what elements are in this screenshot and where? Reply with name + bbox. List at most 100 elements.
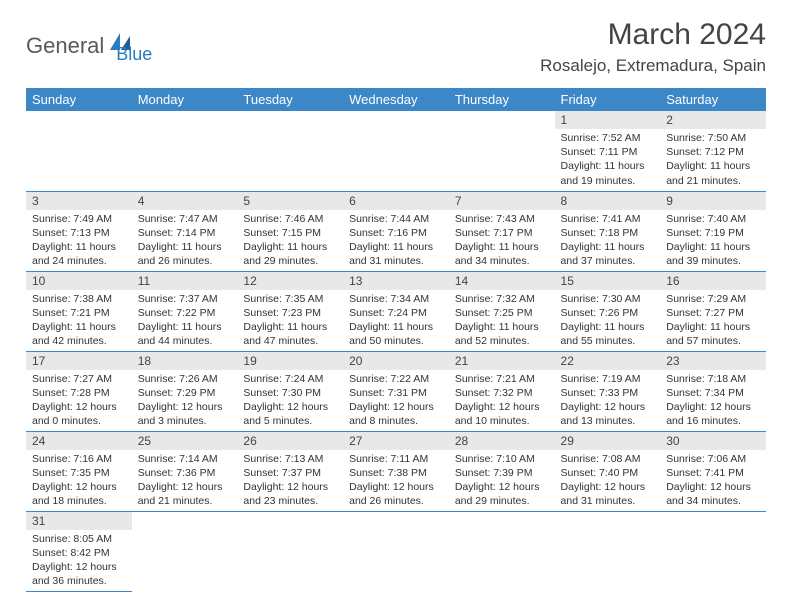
day-detail-line: Sunset: 7:21 PM: [32, 306, 126, 320]
weekday-header: Saturday: [660, 88, 766, 111]
day-detail-line: and 24 minutes.: [32, 254, 126, 268]
calendar-day-cell: [237, 111, 343, 191]
day-number: 29: [555, 432, 661, 450]
calendar-day-cell: 10Sunrise: 7:38 AMSunset: 7:21 PMDayligh…: [26, 271, 132, 351]
day-detail-line: and 26 minutes.: [349, 494, 443, 508]
calendar-day-cell: [237, 511, 343, 591]
day-detail-line: Sunset: 7:30 PM: [243, 386, 337, 400]
calendar-day-cell: 12Sunrise: 7:35 AMSunset: 7:23 PMDayligh…: [237, 271, 343, 351]
day-detail-line: Sunset: 7:18 PM: [561, 226, 655, 240]
day-number: 3: [26, 192, 132, 210]
day-detail-line: Sunrise: 7:43 AM: [455, 212, 549, 226]
day-number: 27: [343, 432, 449, 450]
day-detail-line: Sunrise: 7:16 AM: [32, 452, 126, 466]
day-number: 10: [26, 272, 132, 290]
calendar-body: 1Sunrise: 7:52 AMSunset: 7:11 PMDaylight…: [26, 111, 766, 591]
day-detail-line: Sunset: 7:11 PM: [561, 145, 655, 159]
day-detail-line: Sunset: 7:15 PM: [243, 226, 337, 240]
day-detail-line: Sunrise: 7:52 AM: [561, 131, 655, 145]
day-details: Sunrise: 7:24 AMSunset: 7:30 PMDaylight:…: [237, 370, 343, 431]
weekday-header: Monday: [132, 88, 238, 111]
day-detail-line: and 19 minutes.: [561, 174, 655, 188]
day-detail-line: Sunset: 7:23 PM: [243, 306, 337, 320]
day-detail-line: Daylight: 12 hours: [349, 400, 443, 414]
day-number: 23: [660, 352, 766, 370]
day-detail-line: Sunset: 7:24 PM: [349, 306, 443, 320]
day-detail-line: and 5 minutes.: [243, 414, 337, 428]
calendar-day-cell: 14Sunrise: 7:32 AMSunset: 7:25 PMDayligh…: [449, 271, 555, 351]
location: Rosalejo, Extremadura, Spain: [540, 56, 766, 76]
day-detail-line: and 39 minutes.: [666, 254, 760, 268]
calendar-day-cell: 22Sunrise: 7:19 AMSunset: 7:33 PMDayligh…: [555, 351, 661, 431]
day-details: Sunrise: 7:52 AMSunset: 7:11 PMDaylight:…: [555, 129, 661, 190]
day-detail-line: and 50 minutes.: [349, 334, 443, 348]
calendar-day-cell: 8 Sunrise: 7:41 AMSunset: 7:18 PMDaylight…: [555, 191, 661, 271]
day-detail-line: and 18 minutes.: [32, 494, 126, 508]
day-detail-line: Sunset: 7:38 PM: [349, 466, 443, 480]
day-detail-line: and 8 minutes.: [349, 414, 443, 428]
day-detail-line: Sunset: 7:41 PM: [666, 466, 760, 480]
day-detail-line: Sunrise: 7:34 AM: [349, 292, 443, 306]
day-detail-line: Daylight: 11 hours: [666, 320, 760, 334]
day-detail-line: and 13 minutes.: [561, 414, 655, 428]
day-detail-line: Sunset: 7:19 PM: [666, 226, 760, 240]
day-number: 2: [660, 111, 766, 129]
calendar-day-cell: [26, 111, 132, 191]
day-details: Sunrise: 7:49 AMSunset: 7:13 PMDaylight:…: [26, 210, 132, 271]
day-detail-line: and 23 minutes.: [243, 494, 337, 508]
day-details: Sunrise: 7:34 AMSunset: 7:24 PMDaylight:…: [343, 290, 449, 351]
day-detail-line: Sunset: 7:40 PM: [561, 466, 655, 480]
day-detail-line: Sunset: 7:12 PM: [666, 145, 760, 159]
day-detail-line: and 29 minutes.: [455, 494, 549, 508]
day-detail-line: Daylight: 12 hours: [138, 400, 232, 414]
day-detail-line: Daylight: 11 hours: [32, 240, 126, 254]
day-detail-line: Daylight: 12 hours: [138, 480, 232, 494]
weekday-header-row: SundayMondayTuesdayWednesdayThursdayFrid…: [26, 88, 766, 111]
calendar-week-row: 3Sunrise: 7:49 AMSunset: 7:13 PMDaylight…: [26, 191, 766, 271]
day-detail-line: Daylight: 11 hours: [138, 320, 232, 334]
calendar-table: SundayMondayTuesdayWednesdayThursdayFrid…: [26, 88, 766, 592]
day-detail-line: and 52 minutes.: [455, 334, 549, 348]
day-detail-line: Sunrise: 7:41 AM: [561, 212, 655, 226]
logo-text-blue: Blue: [116, 44, 152, 65]
calendar-day-cell: 30Sunrise: 7:06 AMSunset: 7:41 PMDayligh…: [660, 431, 766, 511]
day-detail-line: Sunset: 7:37 PM: [243, 466, 337, 480]
day-detail-line: and 37 minutes.: [561, 254, 655, 268]
day-detail-line: Sunrise: 7:35 AM: [243, 292, 337, 306]
calendar-day-cell: 25Sunrise: 7:14 AMSunset: 7:36 PMDayligh…: [132, 431, 238, 511]
day-number: 13: [343, 272, 449, 290]
day-detail-line: Sunrise: 7:06 AM: [666, 452, 760, 466]
day-detail-line: Sunrise: 8:05 AM: [32, 532, 126, 546]
calendar-day-cell: [343, 111, 449, 191]
day-detail-line: Sunrise: 7:38 AM: [32, 292, 126, 306]
day-detail-line: and 16 minutes.: [666, 414, 760, 428]
calendar-day-cell: 23Sunrise: 7:18 AMSunset: 7:34 PMDayligh…: [660, 351, 766, 431]
day-details: Sunrise: 7:10 AMSunset: 7:39 PMDaylight:…: [449, 450, 555, 511]
day-detail-line: and 34 minutes.: [666, 494, 760, 508]
day-details: Sunrise: 7:29 AMSunset: 7:27 PMDaylight:…: [660, 290, 766, 351]
day-detail-line: Sunrise: 7:13 AM: [243, 452, 337, 466]
day-detail-line: and 29 minutes.: [243, 254, 337, 268]
day-details: Sunrise: 8:05 AMSunset: 8:42 PMDaylight:…: [26, 530, 132, 591]
calendar-day-cell: 26Sunrise: 7:13 AMSunset: 7:37 PMDayligh…: [237, 431, 343, 511]
day-detail-line: and 44 minutes.: [138, 334, 232, 348]
day-number: 30: [660, 432, 766, 450]
day-detail-line: Daylight: 11 hours: [666, 159, 760, 173]
day-detail-line: Daylight: 12 hours: [32, 560, 126, 574]
day-detail-line: Daylight: 11 hours: [138, 240, 232, 254]
day-details: Sunrise: 7:13 AMSunset: 7:37 PMDaylight:…: [237, 450, 343, 511]
day-number: 8: [555, 192, 661, 210]
day-detail-line: Sunrise: 7:37 AM: [138, 292, 232, 306]
day-number: 9: [660, 192, 766, 210]
weekday-header: Thursday: [449, 88, 555, 111]
day-detail-line: Daylight: 12 hours: [32, 480, 126, 494]
day-details: Sunrise: 7:26 AMSunset: 7:29 PMDaylight:…: [132, 370, 238, 431]
day-detail-line: Sunset: 7:16 PM: [349, 226, 443, 240]
day-detail-line: Sunset: 7:34 PM: [666, 386, 760, 400]
weekday-header: Friday: [555, 88, 661, 111]
day-number: 17: [26, 352, 132, 370]
calendar-day-cell: 4Sunrise: 7:47 AMSunset: 7:14 PMDaylight…: [132, 191, 238, 271]
calendar-day-cell: 18Sunrise: 7:26 AMSunset: 7:29 PMDayligh…: [132, 351, 238, 431]
day-detail-line: Daylight: 11 hours: [561, 240, 655, 254]
day-detail-line: Sunrise: 7:18 AM: [666, 372, 760, 386]
